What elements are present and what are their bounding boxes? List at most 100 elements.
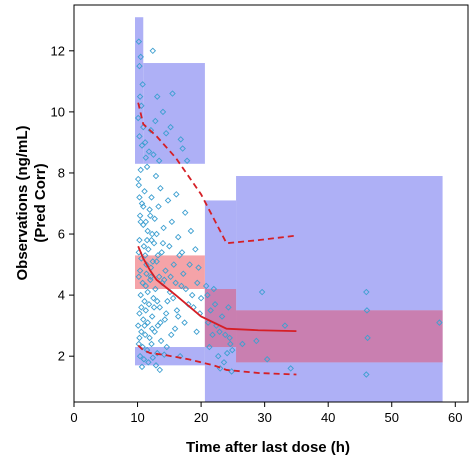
observation-point xyxy=(178,282,185,290)
observation-point xyxy=(174,313,182,320)
observation-point xyxy=(150,239,158,247)
observation-point xyxy=(152,362,160,369)
observation-point xyxy=(167,123,174,131)
observation-point xyxy=(147,212,154,219)
x-tick-label: 60 xyxy=(448,410,462,425)
observation-point xyxy=(159,239,167,247)
observation-point xyxy=(258,288,266,296)
observation-point xyxy=(436,319,443,326)
observation-point xyxy=(154,322,162,329)
observation-point xyxy=(136,93,144,100)
observation-point xyxy=(136,62,143,70)
observation-point xyxy=(137,166,144,174)
observation-point xyxy=(169,90,176,97)
observation-point xyxy=(216,328,223,335)
observation-point xyxy=(180,270,187,277)
observation-point xyxy=(181,209,189,216)
observation-point xyxy=(145,359,152,366)
observation-point xyxy=(141,297,148,305)
observed-line-0 xyxy=(137,102,297,245)
observation-point xyxy=(145,301,153,308)
observation-point xyxy=(144,288,151,296)
observation-point xyxy=(150,294,157,302)
observation-point xyxy=(156,304,164,311)
observation-point xyxy=(161,316,169,323)
observation-point xyxy=(150,304,158,311)
observation-point xyxy=(162,267,169,274)
observed-line-2 xyxy=(137,344,297,376)
observation-point xyxy=(181,319,188,326)
observation-point xyxy=(222,331,229,339)
observation-point xyxy=(155,203,162,210)
observation-point xyxy=(152,285,159,293)
lines-layer xyxy=(137,102,297,376)
observation-point xyxy=(152,117,159,125)
observation-point xyxy=(136,212,144,219)
observation-point xyxy=(173,307,181,314)
observation-point xyxy=(166,243,173,250)
observation-point xyxy=(135,273,143,281)
observation-point xyxy=(162,130,170,137)
observation-point xyxy=(206,343,213,351)
observation-point xyxy=(228,346,236,354)
y-tick-label: 8 xyxy=(58,165,65,180)
x-tick-label: 10 xyxy=(130,410,144,425)
observation-point xyxy=(136,310,143,317)
observation-point xyxy=(142,218,150,226)
observation-point xyxy=(142,282,150,290)
observation-point xyxy=(171,325,179,332)
ci-overlap-2-3 xyxy=(236,310,443,363)
observation-point xyxy=(209,331,216,339)
observation-point xyxy=(223,349,231,357)
observation-point xyxy=(157,337,165,345)
observation-point xyxy=(164,297,171,305)
observation-point xyxy=(167,331,175,339)
observation-point xyxy=(364,334,371,342)
observation-point xyxy=(148,236,155,244)
observation-point xyxy=(147,276,154,284)
observation-point xyxy=(161,351,168,358)
observation-point xyxy=(135,181,143,189)
ci-boxes-layer xyxy=(135,17,443,402)
observed-line-1 xyxy=(137,245,297,333)
observation-point xyxy=(136,267,144,274)
observation-point xyxy=(136,334,143,342)
observation-point xyxy=(138,200,146,207)
observation-point xyxy=(137,53,144,61)
observation-point xyxy=(141,331,149,339)
y-tick-label: 2 xyxy=(58,349,65,364)
x-tick-label: 30 xyxy=(257,410,271,425)
observation-point xyxy=(182,285,190,293)
observation-point xyxy=(193,328,200,335)
observation-point xyxy=(172,279,179,287)
observation-point xyxy=(147,273,155,281)
observation-point xyxy=(134,322,142,329)
observation-point xyxy=(186,261,193,268)
observation-point xyxy=(154,252,162,259)
y-axis: 2 4 6 8 10 12 xyxy=(51,43,74,364)
observation-point xyxy=(154,297,161,305)
observation-point xyxy=(152,172,160,180)
ci-box-upper-1 xyxy=(143,63,205,164)
observation-point xyxy=(202,282,210,290)
observation-point xyxy=(228,368,235,375)
observation-point xyxy=(155,273,163,281)
y-tick-label: 6 xyxy=(58,227,65,242)
observation-point xyxy=(155,157,163,164)
observation-point xyxy=(159,108,167,116)
observation-point xyxy=(211,301,219,308)
observation-point xyxy=(138,142,146,149)
observation-point xyxy=(140,316,147,323)
ci-box-lower-8 xyxy=(204,362,443,402)
ci-box-median-4 xyxy=(135,255,205,290)
observation-point xyxy=(164,197,172,204)
observation-point xyxy=(145,148,153,155)
y-tick-label: 10 xyxy=(51,104,65,119)
ci-box-upper-0 xyxy=(135,17,144,164)
observation-point xyxy=(227,340,234,348)
observation-point xyxy=(263,356,271,363)
observation-point xyxy=(178,249,186,256)
observation-point xyxy=(138,304,145,311)
observation-point xyxy=(151,328,158,335)
